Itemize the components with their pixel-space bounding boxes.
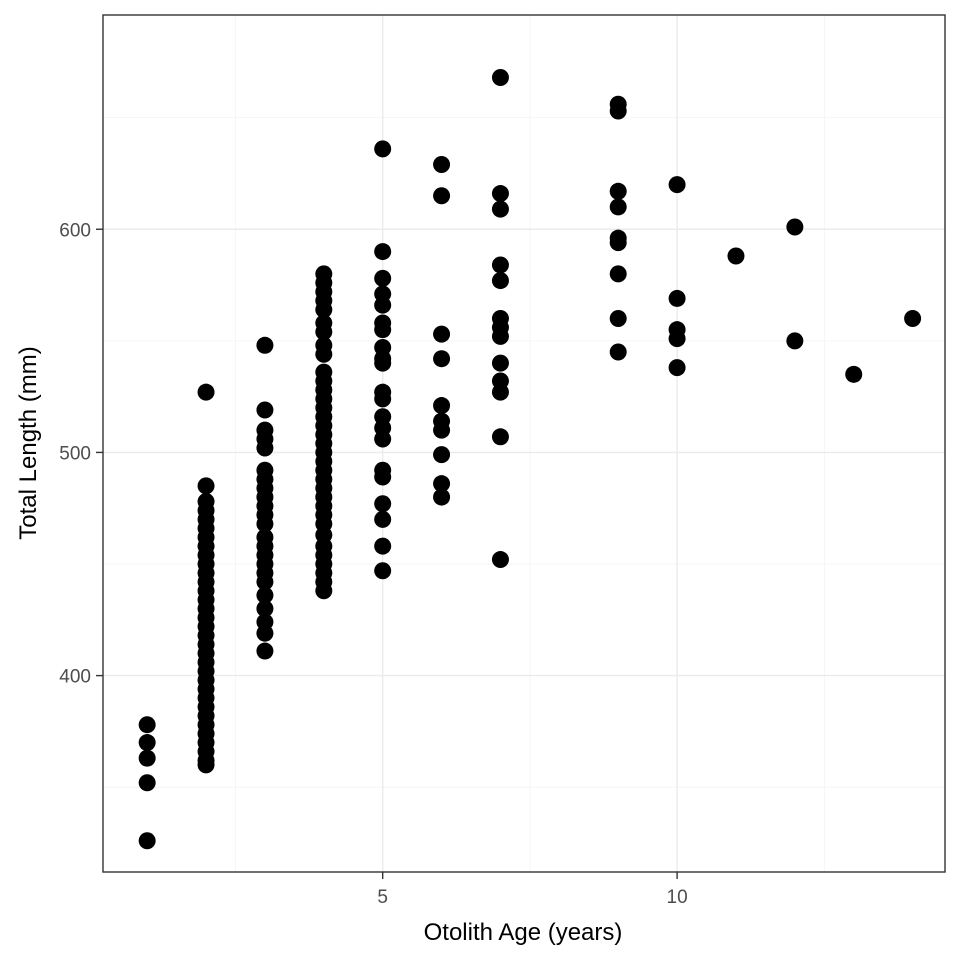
plot-panel-border	[102, 14, 946, 873]
data-point	[491, 551, 509, 569]
data-point	[668, 289, 686, 307]
y-tick-label: 400	[59, 667, 91, 688]
data-point	[668, 330, 686, 348]
data-point	[374, 321, 392, 339]
data-point	[609, 198, 627, 216]
x-tick-label: 5	[377, 887, 388, 908]
data-point	[433, 397, 451, 415]
data-point	[374, 269, 392, 287]
data-point	[433, 421, 451, 439]
data-point	[315, 301, 333, 319]
data-point	[491, 68, 509, 86]
data-point	[904, 310, 922, 328]
data-point	[138, 832, 156, 850]
minor-gridlines	[103, 15, 945, 872]
data-point	[609, 102, 627, 120]
data-point	[609, 343, 627, 361]
data-point	[786, 332, 804, 350]
data-point	[845, 365, 863, 383]
data-point	[374, 537, 392, 555]
data-point	[256, 642, 274, 660]
data-point	[433, 446, 451, 464]
data-point	[138, 774, 156, 792]
data-point	[374, 354, 392, 372]
data-point	[374, 510, 392, 528]
data-point	[491, 354, 509, 372]
data-point	[433, 187, 451, 205]
data-point	[374, 495, 392, 513]
data-points	[138, 68, 922, 850]
data-point	[315, 345, 333, 363]
data-point	[374, 140, 392, 158]
data-point	[315, 323, 333, 341]
data-point	[609, 265, 627, 283]
data-point	[433, 325, 451, 343]
data-point	[609, 182, 627, 200]
data-point	[315, 582, 333, 600]
data-point	[256, 624, 274, 642]
data-point	[433, 488, 451, 506]
x-tick-label: 10	[667, 887, 688, 908]
data-point	[609, 234, 627, 252]
data-point	[433, 475, 451, 493]
data-point	[727, 247, 745, 265]
data-point	[491, 200, 509, 218]
axes: 5 10 400 500 600	[59, 220, 687, 908]
data-point	[491, 256, 509, 274]
data-point	[256, 336, 274, 354]
y-tick-label: 600	[59, 220, 91, 241]
data-point	[491, 327, 509, 345]
data-point	[374, 430, 392, 448]
data-point	[138, 734, 156, 752]
data-point	[197, 477, 215, 495]
data-point	[256, 439, 274, 457]
major-gridlines	[103, 15, 945, 872]
data-point	[609, 310, 627, 328]
x-axis-title: Otolith Age (years)	[424, 919, 623, 946]
data-point	[256, 515, 274, 533]
data-point	[786, 218, 804, 236]
data-point	[197, 756, 215, 774]
data-point	[374, 468, 392, 486]
y-axis-title: Total Length (mm)	[15, 346, 42, 539]
data-point	[374, 390, 392, 408]
data-point	[433, 350, 451, 368]
data-point	[256, 401, 274, 419]
data-point	[374, 243, 392, 261]
data-point	[491, 383, 509, 401]
data-point	[256, 573, 274, 591]
data-point	[668, 176, 686, 194]
y-tick-label: 500	[59, 443, 91, 464]
data-point	[491, 428, 509, 446]
data-point	[197, 383, 215, 401]
data-point	[374, 296, 392, 314]
data-point	[491, 185, 509, 203]
data-point	[138, 716, 156, 734]
data-point	[374, 562, 392, 580]
data-point	[256, 600, 274, 618]
data-point	[491, 272, 509, 290]
data-point	[668, 359, 686, 377]
data-point	[256, 586, 274, 604]
data-point	[433, 156, 451, 174]
data-point	[138, 749, 156, 767]
